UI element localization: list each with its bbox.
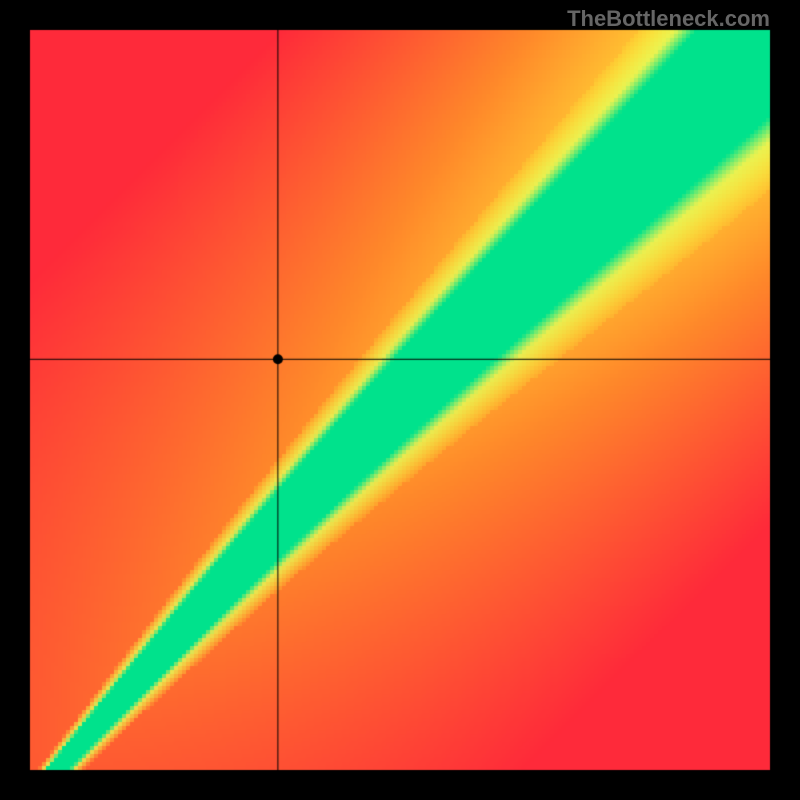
bottleneck-heatmap	[0, 0, 800, 800]
watermark-text: TheBottleneck.com	[567, 6, 770, 32]
chart-container: TheBottleneck.com	[0, 0, 800, 800]
